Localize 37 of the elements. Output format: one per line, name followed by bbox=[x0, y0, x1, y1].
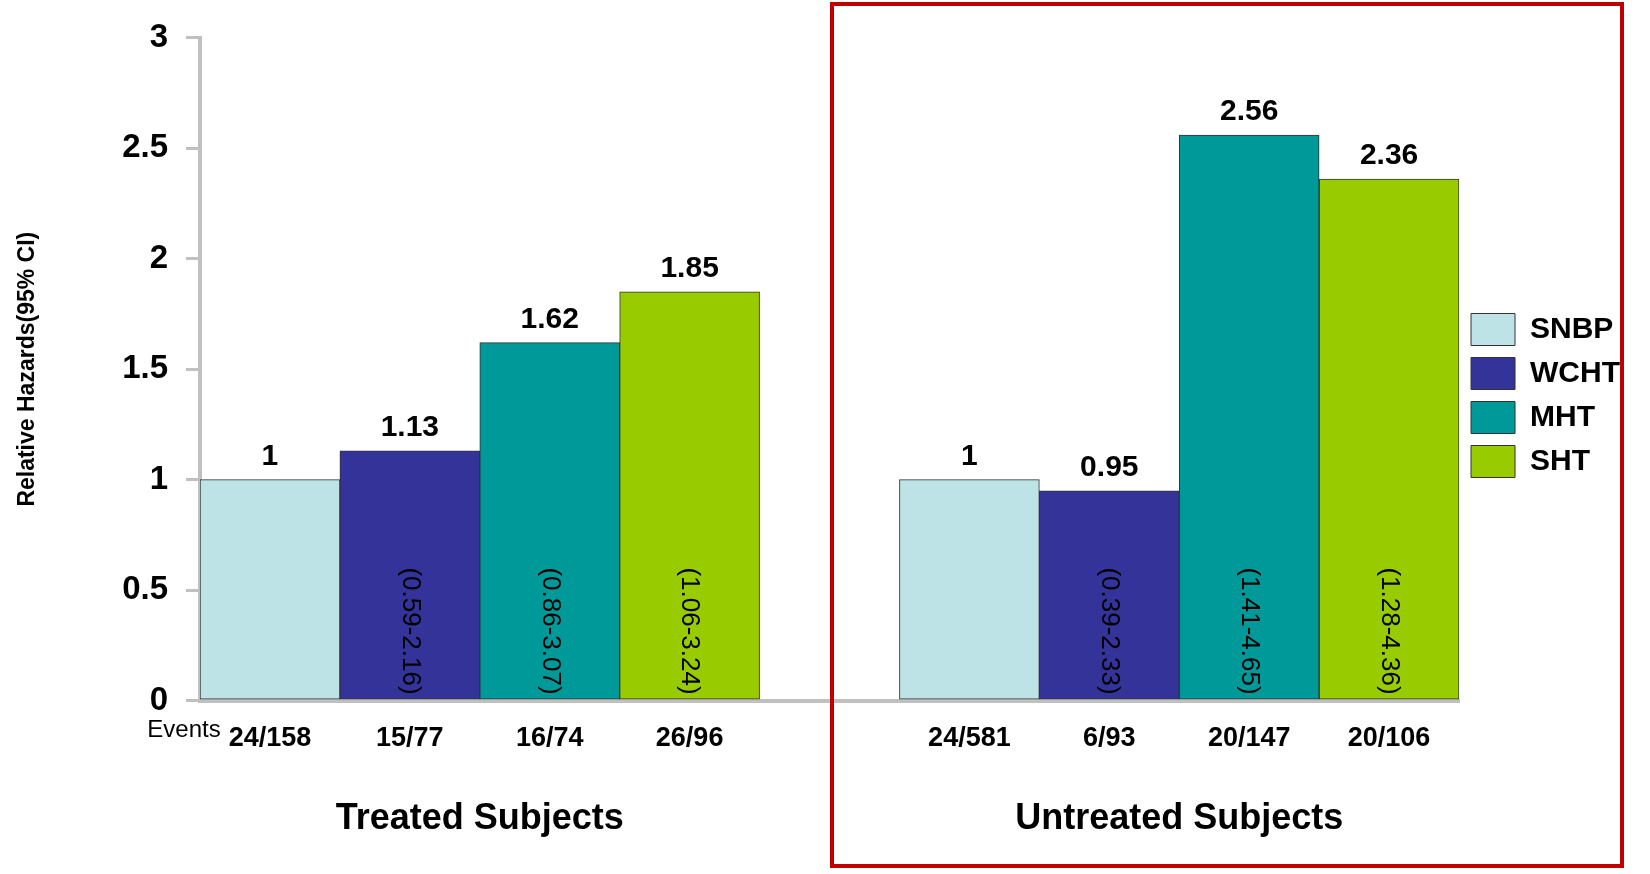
data-label: 2.56 bbox=[1220, 93, 1279, 127]
annotation: (0.86-3.07) bbox=[536, 567, 567, 695]
x-tick-label: 16/74 bbox=[515, 722, 584, 753]
data-label: 1 bbox=[961, 437, 978, 471]
y-tick-label: 1 bbox=[149, 458, 168, 496]
x-tick-label: 24/581 bbox=[928, 722, 1011, 753]
y-tick-label: 0 bbox=[149, 679, 168, 717]
data-label: 0.95 bbox=[1080, 448, 1139, 482]
annotation: (0.59-2.16) bbox=[396, 567, 427, 695]
data-label: 2.36 bbox=[1359, 137, 1419, 171]
text: Untreated Subjects bbox=[1015, 795, 1344, 837]
text: Events bbox=[147, 715, 221, 743]
x-tick-label: 6/93 bbox=[1083, 722, 1136, 753]
annotation: (0.39-2.33) bbox=[1096, 567, 1127, 695]
x-tick-label: 24/158 bbox=[228, 722, 312, 753]
legend-label: WCHT bbox=[1530, 354, 1621, 388]
data-label: 1.13 bbox=[380, 409, 440, 443]
legend-label: MHT bbox=[1530, 398, 1596, 432]
y-tick-label: 2 bbox=[149, 237, 168, 275]
y-axis-title: Relative Hazards(95% CI) bbox=[13, 231, 40, 507]
x-tick-label: 20/106 bbox=[1347, 722, 1431, 753]
data-label: 1.62 bbox=[520, 300, 579, 334]
y-tick-label: 1.5 bbox=[122, 348, 168, 386]
x-tick-label: 20/147 bbox=[1207, 722, 1291, 753]
y-tick-label: 3 bbox=[149, 16, 168, 54]
legend-label: SNBP bbox=[1530, 310, 1614, 344]
text: Treated Subjects bbox=[335, 795, 624, 837]
annotation: (1.41-4.65) bbox=[1236, 567, 1267, 695]
y-tick-label: 2.5 bbox=[122, 127, 168, 165]
y-tick-label: 0.5 bbox=[122, 569, 168, 607]
x-tick-label: 26/96 bbox=[655, 722, 724, 753]
legend-label: SHT bbox=[1530, 442, 1591, 476]
data-label: 1.85 bbox=[660, 250, 719, 284]
x-tick-label: 15/77 bbox=[376, 722, 444, 753]
data-label: 1 bbox=[261, 437, 279, 471]
annotation: (1.28-4.36) bbox=[1375, 567, 1406, 695]
annotation: (1.06-3.24) bbox=[676, 567, 707, 695]
